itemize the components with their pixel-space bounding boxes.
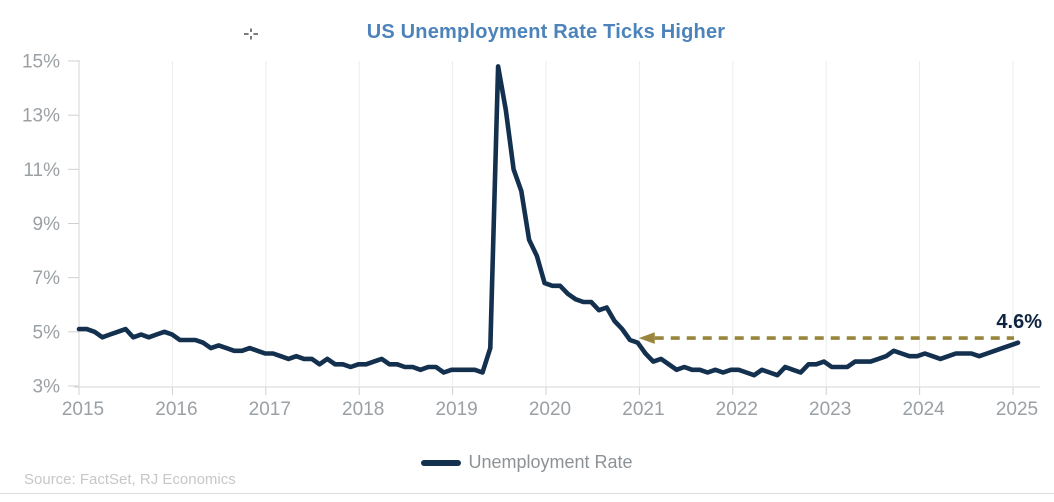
x-tick-label: 2023: [809, 399, 851, 420]
series-line-unemployment-rate: [76, 64, 1021, 378]
legend-label: Unemployment Rate: [468, 452, 633, 472]
legend-line-swatch: [421, 459, 462, 466]
y-tick-label: 3%: [33, 377, 61, 398]
y-tick-label: 13%: [22, 106, 60, 127]
chart-title: US Unemployment Rate Ticks Higher: [366, 21, 726, 43]
y-tick-label: 11%: [23, 160, 60, 181]
x-tick-label: 2015: [62, 399, 104, 420]
x-tick-label: 2024: [902, 399, 945, 420]
y-tick-label: 7%: [33, 268, 61, 289]
crosshair-cursor-icon: [244, 28, 258, 40]
y-tick-label: 5%: [33, 322, 61, 343]
annotation-arrowhead: [638, 332, 655, 344]
y-tick-label: 15%: [22, 52, 60, 73]
x-tick-label: 2020: [529, 399, 571, 420]
annotation-value-label: 4.6%: [996, 311, 1042, 333]
x-tick-label: 2021: [622, 399, 664, 420]
legend: Unemployment Rate: [0, 452, 1054, 473]
x-tick-label: 2016: [155, 399, 197, 420]
source-note: Source: FactSet, RJ Economics: [24, 471, 236, 488]
x-tick-label: 2025: [996, 399, 1038, 420]
x-tick-label: 2017: [249, 399, 291, 420]
x-tick-label: 2018: [342, 399, 384, 420]
x-tick-label: 2022: [716, 399, 758, 420]
y-tick-label: 9%: [33, 214, 61, 235]
x-tick-label: 2019: [435, 399, 477, 420]
bottom-divider: [0, 493, 1054, 494]
